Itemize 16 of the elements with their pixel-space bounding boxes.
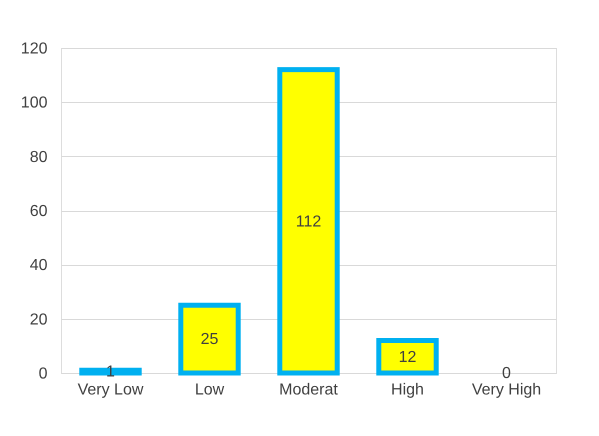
- x-tick-label: Moderat: [279, 382, 338, 398]
- y-tick-label: 60: [30, 203, 48, 220]
- y-tick-label: 20: [30, 311, 48, 328]
- x-tick-label: Very Low: [78, 382, 144, 398]
- y-tick-label: 0: [38, 366, 48, 382]
- data-label: 0: [502, 365, 512, 382]
- data-label: 112: [296, 213, 322, 230]
- data-label: 12: [398, 348, 416, 366]
- y-tick-label: 80: [30, 148, 48, 166]
- y-tick-label: 100: [20, 94, 48, 112]
- x-tick-label: Low: [194, 382, 225, 398]
- y-tick-label: 40: [30, 257, 48, 274]
- x-tick-label: Very High: [472, 382, 542, 398]
- data-label: 25: [200, 331, 218, 348]
- x-tick-label: High: [391, 382, 424, 398]
- y-tick-label: 120: [20, 40, 48, 58]
